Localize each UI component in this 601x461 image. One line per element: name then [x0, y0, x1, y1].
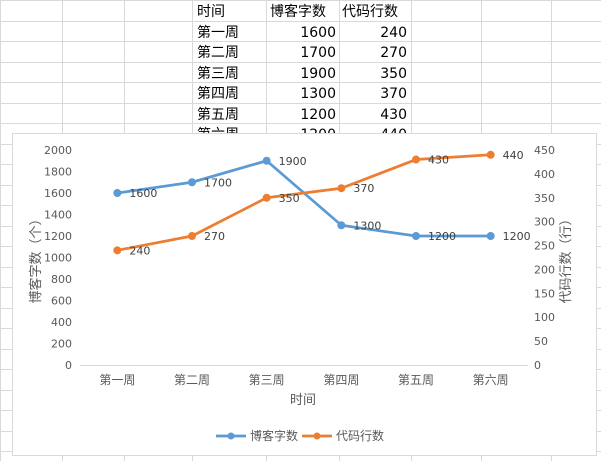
legend-marker [227, 432, 235, 440]
x-tick-label: 第二周 [174, 373, 210, 387]
data-label: 1200 [428, 230, 456, 243]
data-point[interactable] [113, 189, 122, 197]
y-tick-label: 0 [65, 359, 72, 372]
legend-label: 博客字数 [250, 428, 298, 443]
legend-label: 代码行数 [336, 428, 384, 443]
y2-tick-label: 300 [534, 216, 555, 229]
data-point[interactable] [188, 232, 196, 240]
data-label: 1700 [204, 176, 232, 189]
legend[interactable]: 博客字数 代码行数 [216, 428, 384, 443]
data-point[interactable] [486, 232, 495, 240]
y-tick-label: 1600 [44, 187, 72, 200]
cell-code-lines[interactable]: 270 [380, 45, 407, 61]
data-label: 1600 [129, 187, 157, 200]
data-label: 430 [428, 154, 449, 167]
x-axis-title: 时间 [290, 393, 316, 408]
data-point[interactable] [337, 184, 346, 193]
legend-item[interactable]: 博客字数 [216, 428, 298, 443]
y-tick-label: 1000 [44, 252, 72, 265]
y2-tick-label: 400 [534, 168, 555, 181]
y2-tick-label: 250 [534, 240, 555, 253]
cell-blog-words[interactable]: 1200 [300, 107, 336, 123]
header-cell-code-lines[interactable]: 代码行数 [342, 4, 398, 20]
y2-tick-label: 150 [534, 287, 555, 300]
series-code-lines[interactable]: 240 270 350 370 430 440 [113, 149, 524, 258]
y-tick-label: 1800 [44, 166, 72, 179]
cell-week[interactable]: 第一周 [197, 24, 239, 41]
data-point[interactable] [486, 150, 495, 159]
cell-blog-words[interactable]: 1600 [300, 25, 336, 41]
x-tick-label: 第六周 [473, 373, 509, 387]
data-point[interactable] [412, 155, 420, 164]
data-label: 240 [129, 244, 150, 257]
y2-tick-label: 50 [534, 335, 548, 348]
cell-week[interactable]: 第五周 [197, 106, 239, 123]
x-tick-label: 第五周 [398, 373, 434, 387]
cell-code-lines[interactable]: 370 [380, 86, 407, 102]
data-point[interactable] [188, 178, 196, 187]
cell-code-lines[interactable]: 240 [380, 25, 407, 41]
y2-tick-label: 450 [534, 144, 555, 157]
data-label: 440 [503, 149, 524, 162]
y2-axis-title: 代码行数（行） [559, 212, 574, 303]
cell-week[interactable]: 第三周 [197, 65, 239, 82]
y-tick-label: 600 [51, 295, 72, 308]
data-label: 1200 [503, 230, 531, 243]
series-line[interactable] [117, 153, 491, 252]
y-tick-label: 2000 [44, 144, 72, 157]
cell-blog-words[interactable]: 1900 [300, 66, 336, 82]
y-axis-title: 博客字数（个） [28, 212, 44, 303]
y-tick-label: 1200 [44, 230, 72, 243]
cell-blog-words[interactable]: 1300 [300, 86, 336, 102]
data-point[interactable] [262, 156, 271, 165]
header-cell-blog-words[interactable]: 博客字数 [270, 3, 326, 20]
x-tick-label: 第四周 [323, 373, 359, 387]
y2-tick-label: 0 [534, 359, 541, 372]
x-tick-label: 第三周 [249, 373, 285, 387]
data-label: 1300 [353, 219, 381, 232]
header-cell-time[interactable]: 时间 [197, 4, 225, 20]
x-tick-label: 第一周 [99, 373, 135, 387]
legend-item[interactable]: 代码行数 [302, 428, 384, 443]
y-tick-label: 800 [51, 273, 72, 286]
y2-tick-label: 200 [534, 263, 555, 276]
y2-tick-label: 350 [534, 192, 555, 205]
y-tick-label: 400 [51, 316, 72, 329]
legend-marker [313, 432, 321, 440]
cell-blog-words[interactable]: 1700 [300, 45, 336, 61]
data-point[interactable] [262, 193, 271, 202]
data-label: 1900 [279, 155, 307, 168]
data-point[interactable] [412, 232, 420, 240]
data-label: 370 [353, 182, 374, 195]
cell-week[interactable]: 第四周 [197, 85, 239, 102]
cell-code-lines[interactable]: 430 [380, 107, 407, 123]
y2-tick-label: 100 [534, 311, 555, 324]
data-point[interactable] [113, 246, 122, 255]
cell-week[interactable]: 第二周 [197, 44, 239, 61]
data-label: 350 [279, 192, 300, 205]
data-label: 270 [204, 230, 225, 243]
cell-code-lines[interactable]: 350 [380, 66, 407, 82]
data-point[interactable] [337, 221, 346, 230]
y-tick-label: 1400 [44, 209, 72, 222]
chart-frame[interactable] [12, 133, 597, 456]
y-tick-label: 200 [51, 338, 72, 351]
